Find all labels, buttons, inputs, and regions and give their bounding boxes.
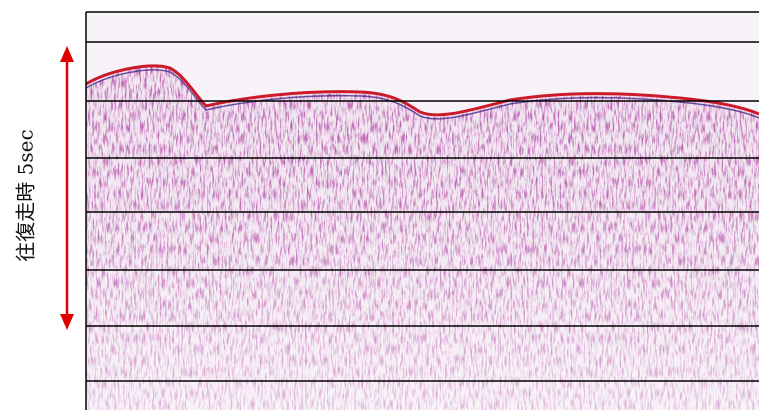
subsurface-reflections — [86, 66, 759, 410]
arrow-head-down-icon — [60, 314, 74, 330]
time-span-arrow — [60, 46, 74, 330]
time-lines — [86, 41, 759, 382]
arrow-head-up-icon — [60, 46, 74, 62]
seafloor-reflector — [85, 64, 759, 117]
seafloor-reflector-shadow — [85, 69, 759, 120]
